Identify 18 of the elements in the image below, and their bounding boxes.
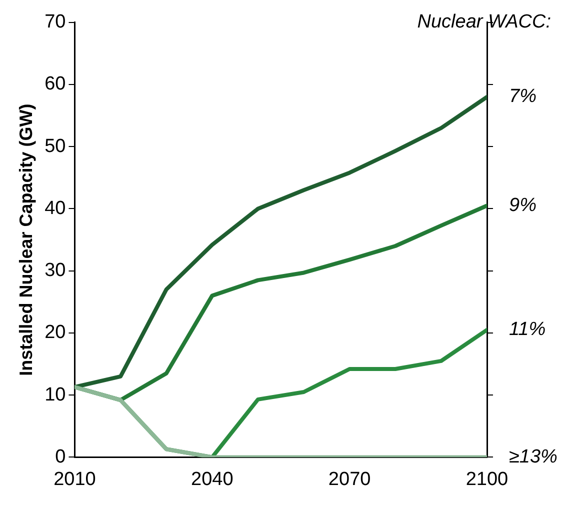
y-tick-label: 20 [44,322,66,344]
x-tick-label: 2010 [54,468,96,490]
y-axis-title: Installed Nuclear Capacity (GW) [16,104,36,376]
y-tick-label: 10 [44,384,66,406]
series-label: 9% [509,194,537,216]
x-tick-label: 2040 [191,468,234,490]
x-tick-label: 2070 [328,468,371,490]
series-label: ≥13% [509,446,558,468]
y-tick-label: 70 [44,12,66,33]
series-label: 7% [509,86,537,108]
y-tick-label: 30 [44,260,66,282]
series-label: 11% [509,319,546,340]
y-tick-label: 40 [44,198,66,219]
x-tick-label: 2100 [466,468,508,490]
legend-title: Nuclear WACC: [417,11,551,32]
y-tick-label: 50 [44,136,66,157]
y-tick-label: 0 [55,446,66,468]
y-tick-label: 60 [44,74,66,95]
